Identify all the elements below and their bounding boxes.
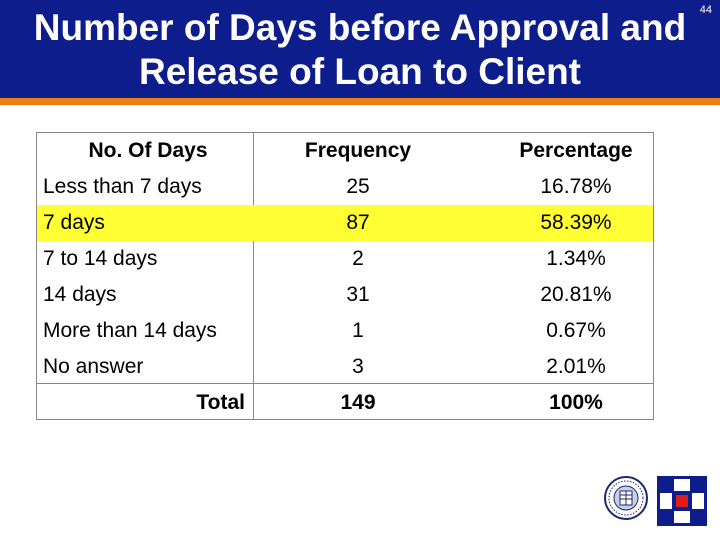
table-row: No answer 3 2.01% <box>37 349 653 385</box>
row-label: 14 days <box>43 283 117 306</box>
row-frequency: 3 <box>352 355 364 378</box>
table-row: Less than 7 days 25 16.78% <box>37 169 653 205</box>
row-label: More than 14 days <box>43 319 217 342</box>
table-header-row: No. Of Days Frequency Percentage <box>37 133 653 169</box>
slide-number: 44 <box>699 4 712 16</box>
header-percentage: Percentage <box>519 139 633 162</box>
title-banner <box>0 0 720 98</box>
row-percentage: 20.81% <box>540 283 612 306</box>
header-frequency: Frequency <box>304 139 412 162</box>
row-frequency: 31 <box>346 283 370 306</box>
row-label: 7 days <box>43 211 105 234</box>
table-total-row: Total 149 100% <box>37 385 653 421</box>
row-percentage: 1.34% <box>546 247 606 270</box>
row-label: 7 to 14 days <box>43 247 158 270</box>
banner-accent-stripe <box>0 98 720 105</box>
table-row: More than 14 days 1 0.67% <box>37 313 653 349</box>
table-row: 7 to 14 days 2 1.34% <box>37 241 653 277</box>
row-frequency: 1 <box>352 319 364 342</box>
row-percentage: 58.39% <box>540 211 612 234</box>
row-label: No answer <box>43 355 144 378</box>
row-frequency: 25 <box>346 175 370 198</box>
total-label: Total <box>196 391 245 414</box>
table-row: 14 days 31 20.81% <box>37 277 653 313</box>
total-percentage: 100% <box>549 391 603 414</box>
column-divider <box>253 133 254 419</box>
table-row-highlighted: 7 days 87 58.39% <box>37 205 653 241</box>
row-percentage: 16.78% <box>540 175 612 198</box>
row-percentage: 2.01% <box>546 355 606 378</box>
row-label: Less than 7 days <box>43 175 202 198</box>
organization-logo-icon <box>657 476 707 526</box>
slide-title: Number of Days before Approval and Relea… <box>33 7 687 92</box>
row-frequency: 2 <box>352 247 364 270</box>
total-divider <box>37 383 653 384</box>
days-table: No. Of Days Frequency Percentage Less th… <box>36 132 654 420</box>
header-days: No. Of Days <box>88 139 208 162</box>
row-frequency: 87 <box>346 211 370 234</box>
row-percentage: 0.67% <box>546 319 606 342</box>
university-seal-icon <box>604 476 648 520</box>
total-frequency: 149 <box>340 391 376 414</box>
